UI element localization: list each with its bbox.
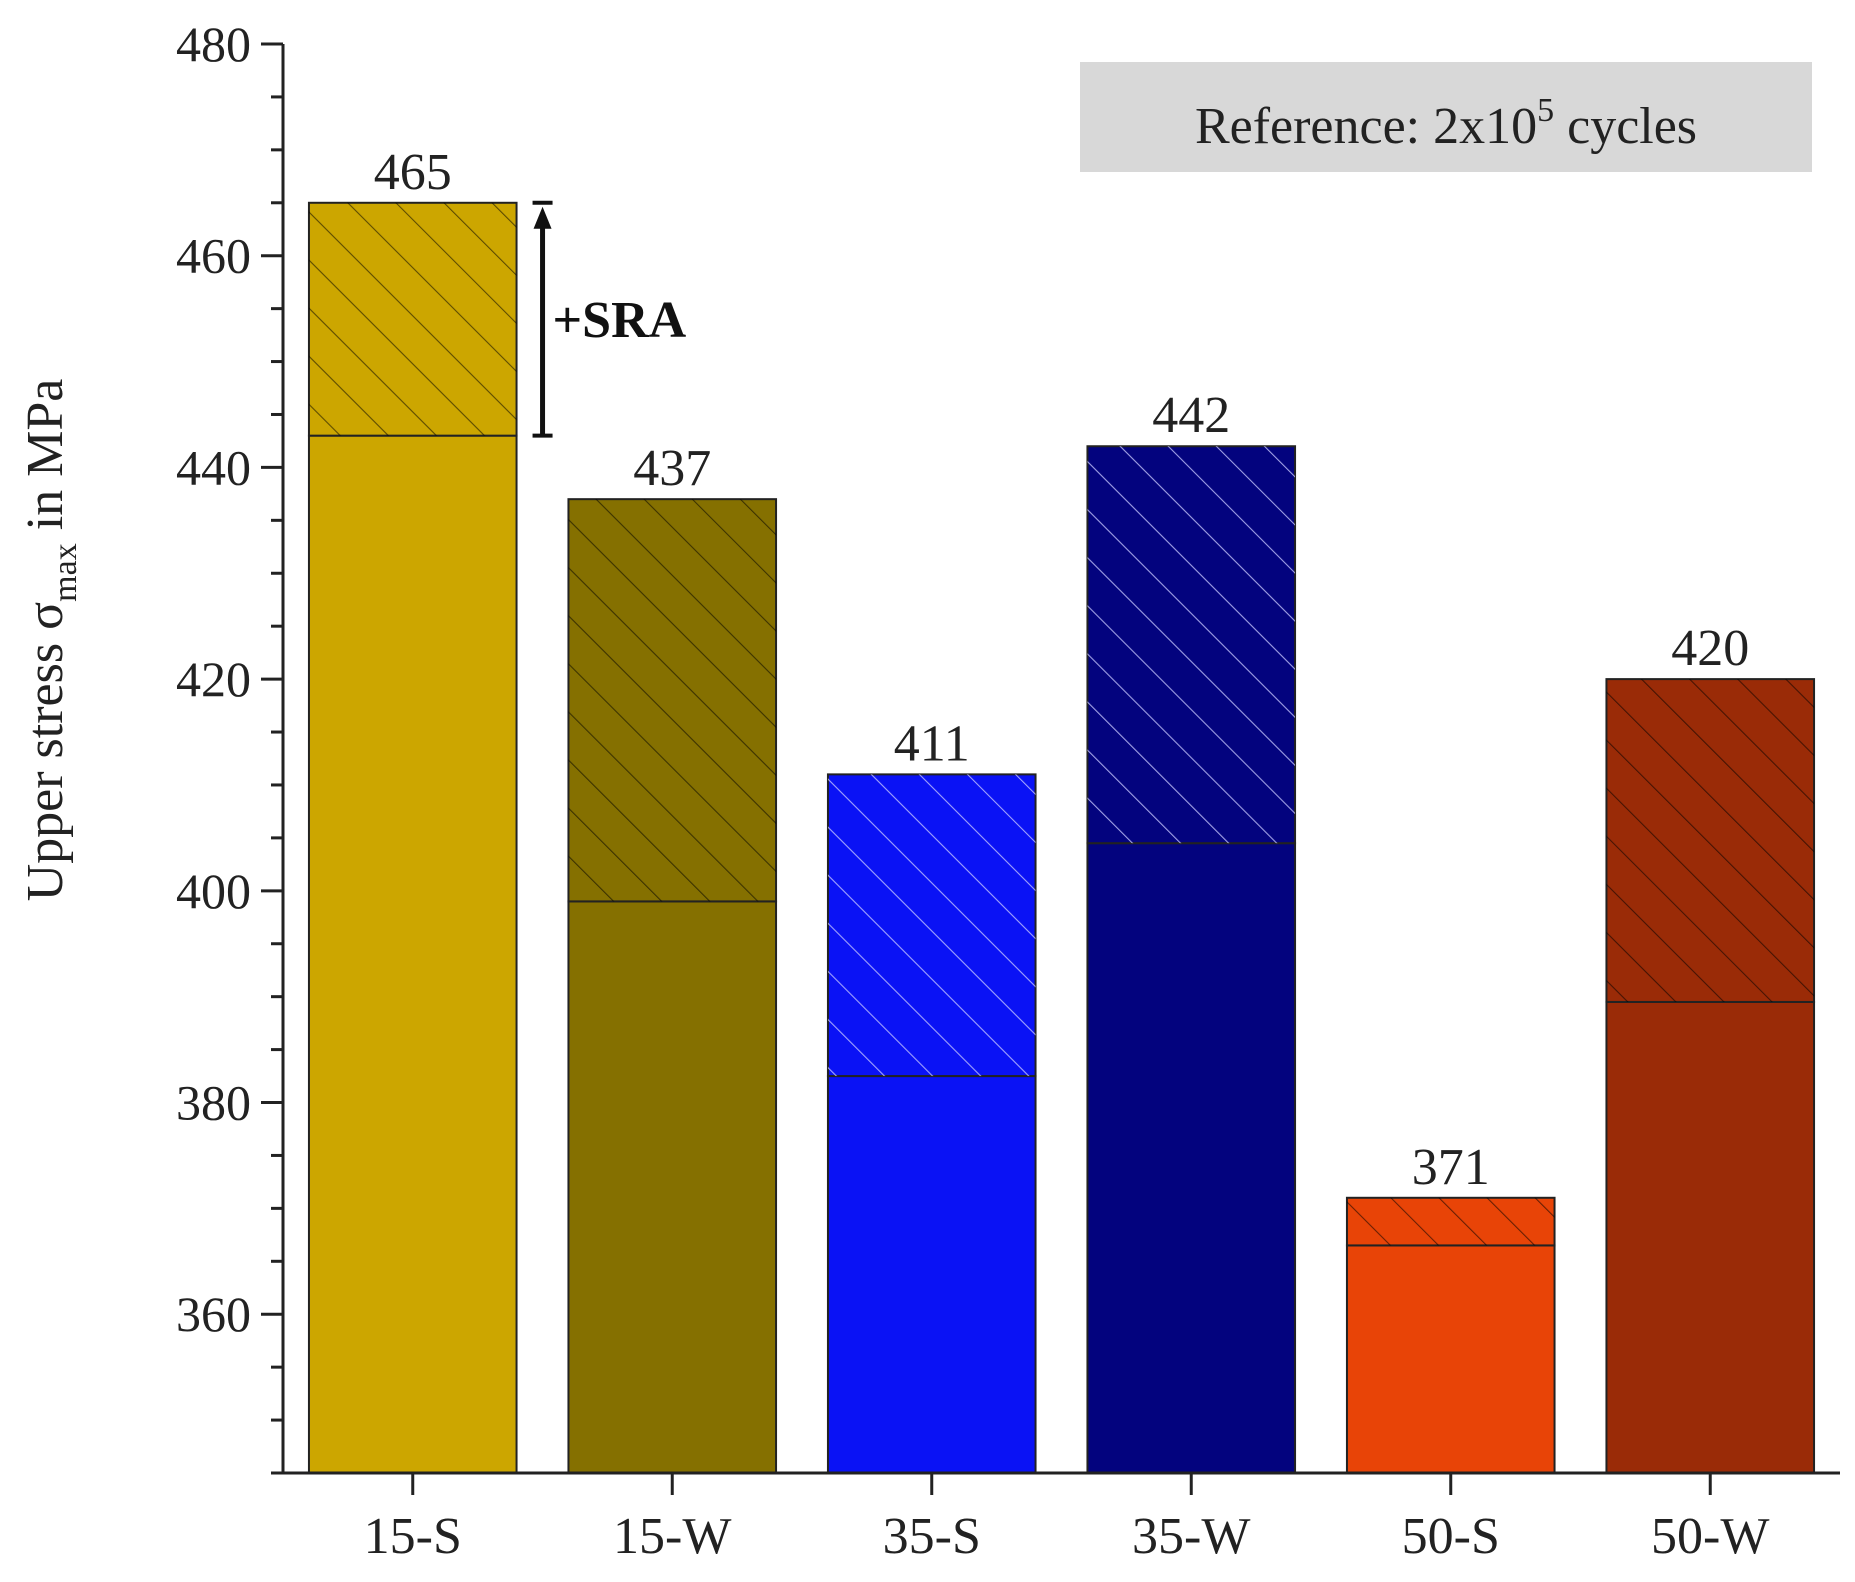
sra-arrow-head: [533, 206, 552, 229]
y-tick-label: 480: [176, 16, 251, 72]
bar-sra-hatch-15-W: [568, 499, 777, 902]
reference-box-background: [1080, 62, 1812, 172]
value-label-50-S: 371: [1412, 1139, 1490, 1196]
value-label-35-W: 442: [1152, 387, 1230, 444]
bar-group-15-S: 465: [307, 144, 518, 1474]
x-tick-label-15-S: 15-S: [364, 1508, 462, 1565]
x-tick-label-35-S: 35-S: [883, 1508, 981, 1565]
bar-base-50-S: [1345, 1244, 1556, 1475]
value-label-50-W: 420: [1671, 620, 1749, 677]
reference-text-tail: cycles: [1554, 98, 1697, 155]
ticks-layer: [261, 42, 1712, 1495]
value-label-15-W: 437: [633, 440, 711, 497]
y-axis-title: Upper stress σmax in MPa: [17, 379, 84, 902]
x-tick-label-35-W: 35-W: [1132, 1508, 1250, 1565]
bar-sra-hatch-35-S: [827, 774, 1036, 1077]
bar-group-50-W: 420: [1605, 620, 1816, 1475]
bar-sra-hatch-50-W: [1606, 679, 1815, 1002]
y-tick-label: 380: [176, 1075, 251, 1131]
bar-group-35-S: 411: [826, 715, 1037, 1474]
labels-layer: 360 380 400 420 440 460 480 15-S 15-W 35-S 35-W 50-…: [176, 16, 1769, 1565]
y-axis-title-main: Upper stress σ: [17, 602, 74, 902]
y-tick-label: 460: [176, 228, 251, 284]
x-tick-label-15-W: 15-W: [613, 1508, 731, 1565]
reference-text-main: Reference: 2x10: [1195, 98, 1537, 155]
bar-base-35-W: [1086, 842, 1297, 1474]
reference-text-sup: 5: [1537, 92, 1554, 129]
y-axis-title-tail: in MPa: [17, 379, 74, 544]
sra-label: +SRA: [553, 292, 687, 349]
bar-base-35-S: [826, 1075, 1037, 1474]
bar-sra-hatch-35-W: [1087, 446, 1296, 844]
bar-sra-hatch-50-S: [1346, 1197, 1555, 1246]
y-tick-label: 440: [176, 439, 251, 495]
value-label-15-S: 465: [374, 144, 452, 201]
reference-text: Reference: 2x105 cycles: [1195, 92, 1697, 155]
reference-box: Reference: 2x105 cycles: [1080, 62, 1812, 172]
bar-group-15-W: 437: [567, 440, 778, 1474]
bar-sra-hatch-15-S: [308, 202, 517, 436]
bar-base-15-W: [567, 900, 778, 1474]
x-tick-label-50-W: 50-W: [1651, 1508, 1769, 1565]
sra-annotation: +SRA: [532, 200, 687, 438]
x-tick-label-50-S: 50-S: [1402, 1508, 1500, 1565]
bar-group-35-W: 442: [1086, 387, 1297, 1474]
bar-group-50-S: 371: [1345, 1139, 1556, 1475]
y-tick-label: 420: [176, 651, 251, 707]
value-label-35-S: 411: [894, 715, 970, 772]
bar-base-50-W: [1605, 1000, 1816, 1475]
y-tick-label: 360: [176, 1286, 251, 1342]
bars-layer: 465 437 411 442 371 420: [307, 144, 1816, 1475]
y-axis-title-sub: max: [47, 543, 84, 602]
bar-base-15-S: [307, 434, 518, 1474]
axes-layer: [281, 44, 1840, 1475]
y-tick-label: 400: [176, 863, 251, 919]
